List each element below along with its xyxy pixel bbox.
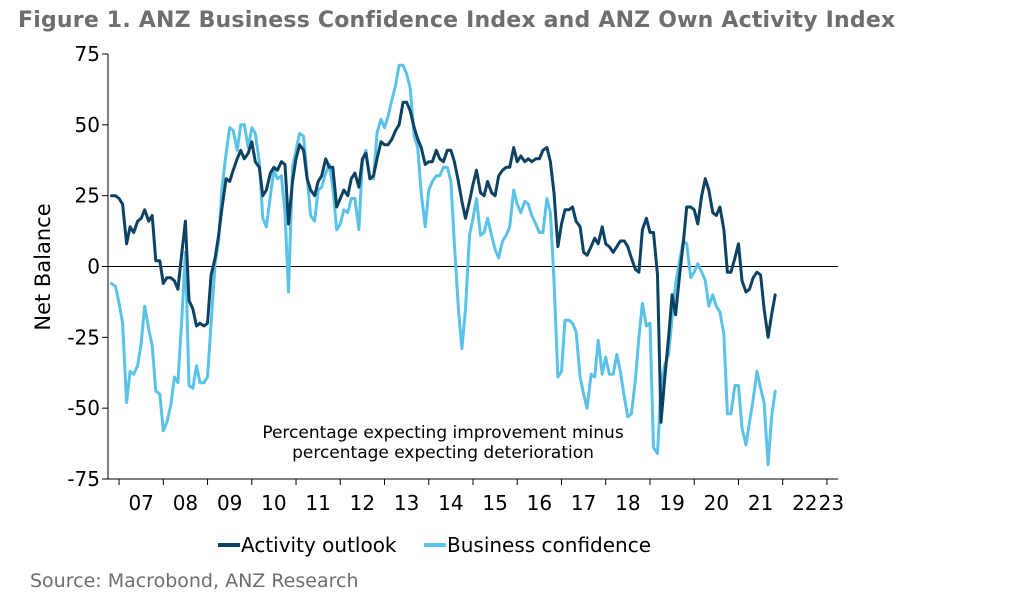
chart-series <box>110 63 777 467</box>
legend-label-activity: Activity outlook <box>241 533 397 557</box>
source-note: Source: Macrobond, ANZ Research <box>30 570 359 592</box>
figure-title: Figure 1. ANZ Business Confidence Index … <box>18 8 896 33</box>
legend: Activity outlook Business confidence <box>218 533 651 557</box>
x-tick-label: 07 <box>128 491 153 515</box>
y-tick-label: 75 <box>75 42 100 66</box>
x-tick-label: 10 <box>261 491 286 515</box>
x-tick-label: 11 <box>305 491 330 515</box>
x-tick-label: 19 <box>659 491 684 515</box>
annotation-line-1: Percentage expecting improvement minus <box>262 423 624 443</box>
x-tick-label: 20 <box>704 491 729 515</box>
x-tick-label: 08 <box>173 491 198 515</box>
x-tick-label: 17 <box>571 491 596 515</box>
x-tick-label: 14 <box>438 491 463 515</box>
x-tick-label: 12 <box>350 491 375 515</box>
x-tick-label: 16 <box>527 491 552 515</box>
y-tick-label: 25 <box>75 184 100 208</box>
y-axis-ticks: 75 50 25 0 -25 -50 -75 <box>67 42 108 491</box>
y-tick-label: 50 <box>75 113 100 137</box>
x-tick-label: 09 <box>217 491 242 515</box>
x-tick-label: 23 <box>819 491 844 515</box>
y-tick-label: 0 <box>87 255 100 279</box>
x-axis-ticks: 07 08 09 10 11 12 13 14 15 16 17 18 19 20 21 22 23 <box>118 479 844 515</box>
x-tick-label: 22 <box>792 491 817 515</box>
series-line-business-confidence <box>110 63 777 467</box>
legend-label-business: Business confidence <box>447 533 651 557</box>
y-tick-label: -25 <box>67 325 100 349</box>
y-tick-label: -50 <box>67 396 100 420</box>
x-tick-label: 18 <box>615 491 640 515</box>
x-tick-label: 15 <box>482 491 507 515</box>
annotation-line-2: percentage expecting deterioration <box>292 443 594 463</box>
x-tick-label: 13 <box>394 491 419 515</box>
series-line-activity-outlook <box>110 100 777 424</box>
x-tick-label: 21 <box>748 491 773 515</box>
y-tick-label: -75 <box>67 467 100 491</box>
y-axis-label: Net Balance <box>31 203 55 330</box>
